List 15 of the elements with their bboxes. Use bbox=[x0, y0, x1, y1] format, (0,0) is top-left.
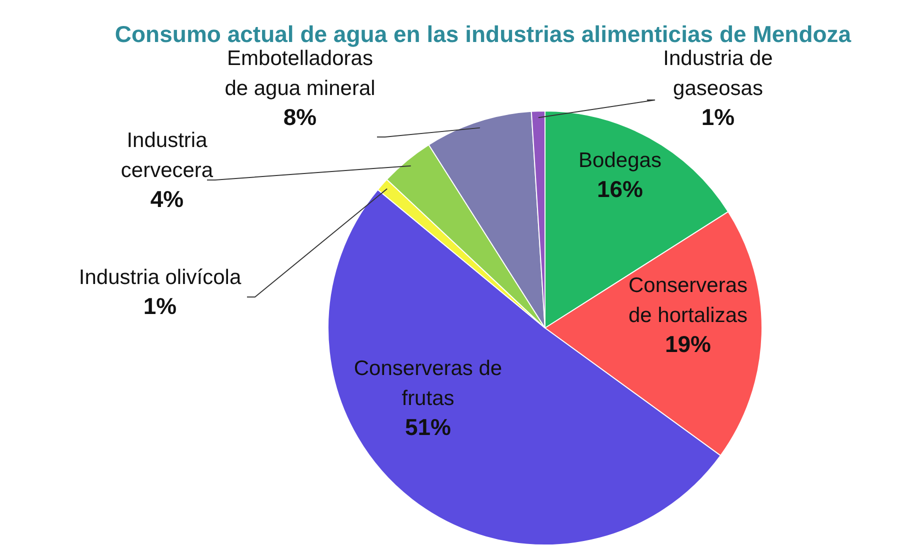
data-label: 1% bbox=[143, 293, 177, 319]
data-label: 8% bbox=[283, 104, 317, 130]
data-label: 16% bbox=[596, 176, 644, 202]
data-label: 1% bbox=[701, 104, 735, 130]
slice-label: Industria olivícola bbox=[78, 266, 242, 289]
data-label: 4% bbox=[150, 186, 184, 212]
slice-label: Industria cervecera bbox=[120, 129, 214, 182]
slice-label: Embotelladoras de agua mineral bbox=[224, 47, 376, 100]
data-label: 51% bbox=[404, 414, 452, 440]
slice-label: Bodegas bbox=[578, 149, 662, 172]
slice-label: Conserveras de hortalizas bbox=[628, 274, 748, 327]
slice-label: Industria de gaseosas bbox=[663, 47, 773, 100]
slice-label: Conserveras de frutas bbox=[354, 357, 502, 410]
data-label: 19% bbox=[664, 331, 712, 357]
chart-title: Consumo actual de agua en las industrias alimenticias de Mendoza bbox=[114, 21, 852, 47]
